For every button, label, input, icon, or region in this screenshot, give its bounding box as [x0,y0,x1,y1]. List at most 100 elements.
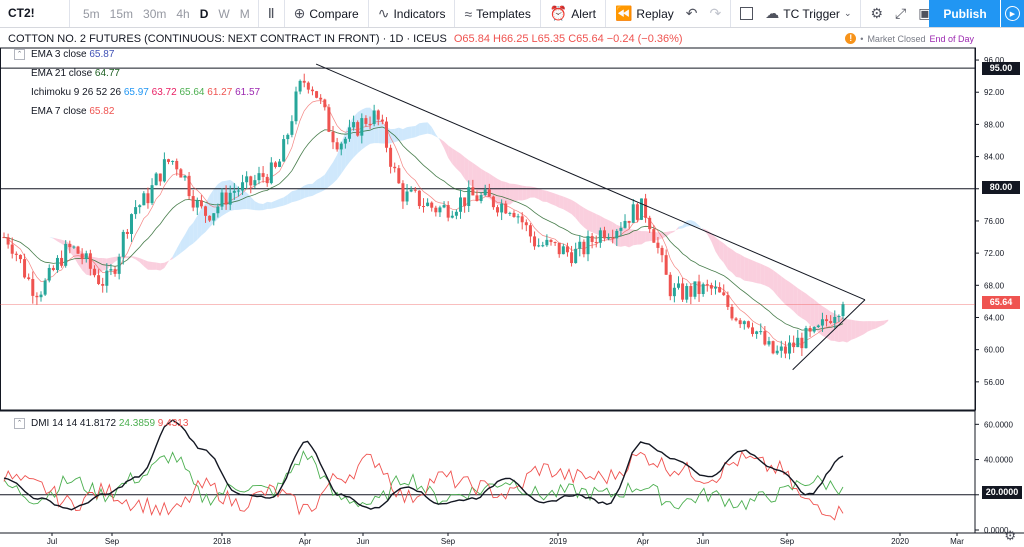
cloud-segment [871,321,876,330]
camera-icon: ▣ [918,5,932,21]
candle-body [627,220,631,223]
ichimoku-cloud [49,107,889,343]
interval-D[interactable]: D [199,6,209,21]
cloud-segment [156,262,161,271]
candle-body [738,320,742,325]
candle-body [681,283,685,300]
candle-body [561,246,565,255]
play-button[interactable]: ▶ [1000,0,1024,27]
legend-row[interactable]: EMA 21 close 64.77 [14,68,120,79]
templates-button[interactable]: ≈ Templates [458,0,536,27]
candle-body [652,229,656,243]
candle-body [335,142,339,150]
cloud-segment [82,252,87,275]
candle-body [602,230,606,239]
dmi-tick-label: 40.0000 [984,456,1013,465]
candle-body [660,247,664,256]
candle-body [310,89,314,92]
cloud-segment [135,256,140,263]
candle-body [467,187,471,206]
alert-button[interactable]: ⏰ Alert [544,0,602,27]
cloud-segment [65,241,70,253]
symbol-search[interactable]: CT2! [0,0,70,27]
layout-button[interactable] [734,0,759,27]
cloud-segment [588,210,593,233]
interval-W[interactable]: W [218,6,230,21]
cloud-segment [168,256,173,262]
redo-icon: ↷ [709,5,722,21]
publish-button[interactable]: Publish [929,0,1001,27]
legend-row[interactable]: Ichimoku 9 26 52 26 65.97 63.72 65.64 61… [14,87,260,98]
cloud-segment [715,237,720,259]
candle-body [570,252,574,264]
time-tick-label: 2018 [213,537,231,546]
cloud-segment [250,196,255,211]
candle-body [372,110,376,125]
candle-body [520,216,524,223]
settings-button[interactable]: ⚙ [864,0,889,27]
cloud-segment [810,296,815,328]
market-status-label: Market Closed [867,33,926,44]
cloud-segment [818,303,823,336]
cloud-segment [847,319,852,343]
legend-row[interactable]: EMA 7 close 65.82 [14,106,114,117]
candle-body [323,99,327,108]
cloud-segment [764,265,769,288]
candle-body [631,204,635,223]
cloud-segment [147,261,153,270]
interval-M[interactable]: M [239,6,250,21]
candle-body [55,257,59,271]
cloud-segment [629,229,634,248]
candle-body [512,212,516,217]
redo-button[interactable]: ↷ [704,0,728,27]
replay-button[interactable]: ⏪ Replay [609,0,680,27]
cloud-segment [797,288,802,319]
candle-body [212,213,216,221]
candle-body [668,274,672,297]
chart-settings-gear-icon[interactable]: ⚙ [1004,528,1016,543]
snapshot-button[interactable]: ▣ [912,0,937,27]
trendlines [315,63,866,371]
candle-body [319,97,323,100]
cloud-segment [73,245,79,265]
interval-5m[interactable]: 5m [83,6,100,21]
cloud-segment [460,153,465,179]
compare-button[interactable]: ⊕ Compare [288,0,365,27]
cloud-segment [444,141,449,158]
candle-body [134,207,138,215]
cloud-segment [221,180,227,216]
legend-row[interactable]: ⌃ EMA 3 close 65.87 [14,49,114,60]
indicators-button[interactable]: ∿ Indicators [372,0,452,27]
cloud-segment [777,273,782,301]
undo-button[interactable]: ↶ [680,0,704,27]
cloud-segment [164,260,169,269]
collapse-dmi-icon[interactable]: ⌃ [14,418,25,429]
chart-type-button[interactable]: Ⅱ [262,0,281,27]
candle-body [483,189,487,196]
tc-trigger-button[interactable]: ☁ TC Trigger ⌄ [759,0,857,27]
play-icon: ▶ [1005,6,1020,21]
candle-body [475,195,479,201]
cloud-segment [386,127,391,144]
market-status: ! • Market Closed End of Day [845,33,974,44]
candle-body [60,257,64,266]
candle-body [315,91,319,98]
fullscreen-button[interactable]: ⤢ [889,0,912,27]
replay-label: Replay [636,6,674,21]
candle-body [594,241,598,243]
candle-body [730,306,734,319]
candle-body [611,237,615,239]
collapse-legend-icon[interactable]: ⌃ [14,49,25,60]
candle-body [446,205,450,218]
cloud-segment [427,122,432,135]
interval-30m[interactable]: 30m [143,6,167,21]
candle-body [84,253,88,260]
interval-4h[interactable]: 4h [176,6,190,21]
toolbar-divider [283,0,285,27]
cloud-segment [193,215,198,244]
interval-15m[interactable]: 15m [109,6,134,21]
candle-body [656,242,660,248]
candles-icon: Ⅱ [267,5,275,21]
candle-body [282,139,286,162]
